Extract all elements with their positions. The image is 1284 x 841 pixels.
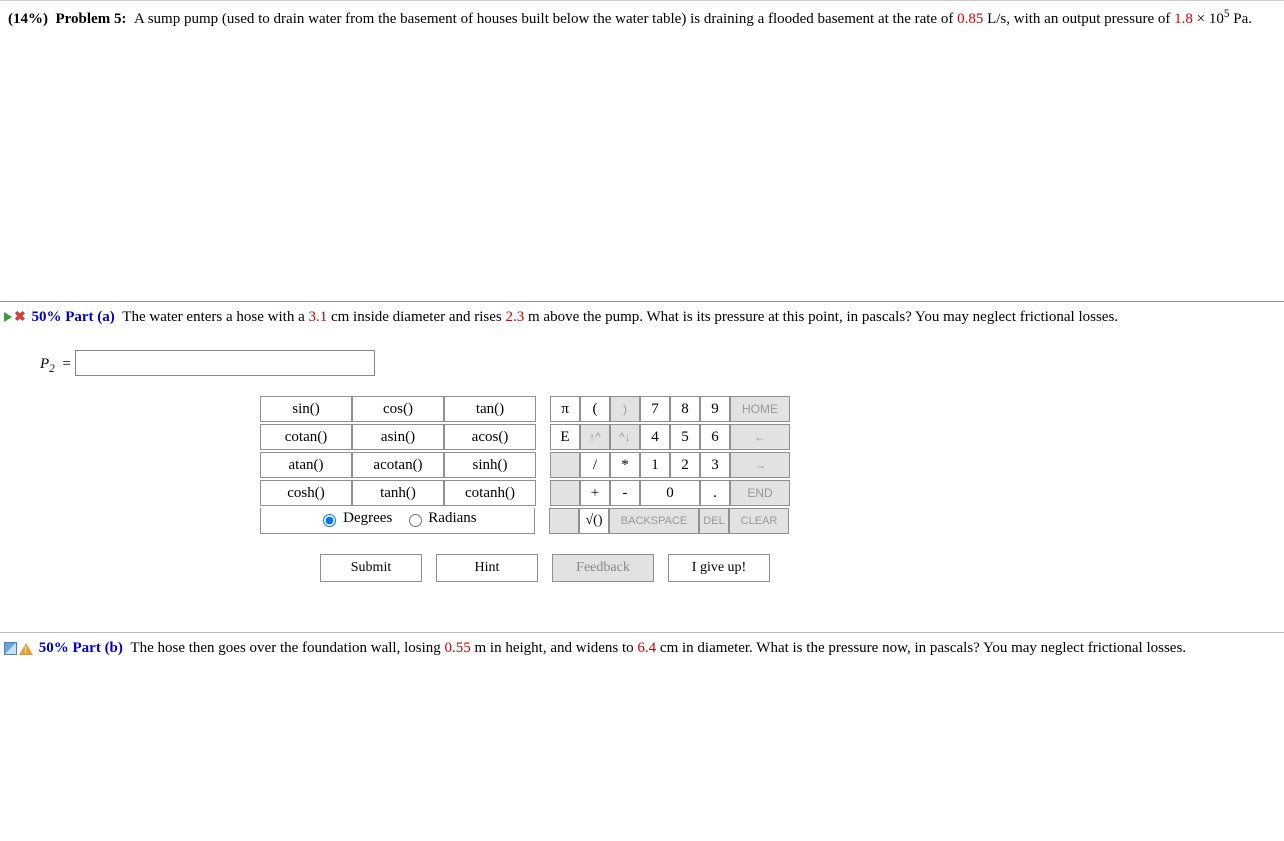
fn-cos[interactable]: cos() [352,396,444,422]
part-b-percent: 50% [39,640,69,656]
calculator: sin() cos() tan() π ( ) 7 8 9 HOME cotan… [260,396,1284,534]
fn-sin[interactable]: sin() [260,396,352,422]
part-b-label: Part (b) [73,640,123,656]
play-icon [4,312,12,322]
part-a-diam: 3.1 [308,309,327,325]
part-b-drop: 0.55 [445,640,471,656]
key-div[interactable]: / [580,452,610,478]
press-coeff: 1.8 [1174,11,1193,27]
key-7[interactable]: 7 [640,396,670,422]
feedback-button: Feedback [552,554,654,582]
key-down: ^↓ [610,424,640,450]
key-blank1 [550,452,580,478]
giveup-button[interactable]: I give up! [668,554,770,582]
part-b-text1: The hose then goes over the foundation w… [130,640,444,656]
fn-tan[interactable]: tan() [444,396,536,422]
problem-text2: L/s, with an output pressure of [983,11,1174,27]
key-1[interactable]: 1 [640,452,670,478]
key-up: ↑^ [580,424,610,450]
key-4[interactable]: 4 [640,424,670,450]
part-a-percent: 50% [31,309,61,325]
part-a-text3: m above the pump. What is its pressure a… [524,309,1118,325]
eq-eq: = [63,356,71,372]
key-5[interactable]: 5 [670,424,700,450]
fn-asin[interactable]: asin() [352,424,444,450]
fn-acos[interactable]: acos() [444,424,536,450]
rad-label[interactable]: Radians [404,510,477,526]
fn-tanh[interactable]: tanh() [352,480,444,506]
key-plus[interactable]: + [580,480,610,506]
fn-atan[interactable]: atan() [260,452,352,478]
rate-value: 0.85 [957,11,983,27]
key-blank2 [550,480,580,506]
fn-acotan[interactable]: acotan() [352,452,444,478]
problem-text3: × 10 [1193,11,1224,27]
key-9[interactable]: 9 [700,396,730,422]
key-E[interactable]: E [550,424,580,450]
key-home: HOME [730,396,790,422]
key-6[interactable]: 6 [700,424,730,450]
problem-text4: Pa. [1229,11,1252,27]
fn-cotan[interactable]: cotan() [260,424,352,450]
key-clear: CLEAR [729,508,789,534]
key-right: → [730,452,790,478]
key-8[interactable]: 8 [670,396,700,422]
key-0[interactable]: 0 [640,480,700,506]
square-icon [4,642,17,655]
part-a-section: ✖ 50% Part (a) The water enters a hose w… [0,302,1284,337]
x-icon: ✖ [14,307,26,328]
button-row: Submit Hint Feedback I give up! [320,554,1284,582]
fn-sinh[interactable]: sinh() [444,452,536,478]
degrees-radio[interactable] [323,514,336,527]
problem-header: (14%) Problem 5: A sump pump (used to dr… [0,0,1284,41]
angle-mode-row: Degrees Radians [260,508,535,534]
part-a-text2: cm inside diameter and rises [327,309,505,325]
fn-cosh[interactable]: cosh() [260,480,352,506]
key-lparen[interactable]: ( [580,396,610,422]
key-blank3 [549,508,579,534]
key-del: DEL [699,508,729,534]
key-2[interactable]: 2 [670,452,700,478]
part-a-text1: The water enters a hose with a [122,309,308,325]
radians-radio[interactable] [409,514,422,527]
key-left: ← [730,424,790,450]
submit-button[interactable]: Submit [320,554,422,582]
weight-label: (14%) [8,11,48,27]
key-3[interactable]: 3 [700,452,730,478]
key-rparen: ) [610,396,640,422]
hint-button[interactable]: Hint [436,554,538,582]
key-sqrt[interactable]: √() [579,508,609,534]
key-minus[interactable]: - [610,480,640,506]
equation-row: P2 = [40,350,1284,376]
part-b-text3: cm in diameter. What is the pressure now… [656,640,1186,656]
fn-cotanh[interactable]: cotanh() [444,480,536,506]
warning-icon [19,643,33,655]
key-end: END [730,480,790,506]
key-backspace: BACKSPACE [609,508,699,534]
part-a-label: Part (a) [65,309,115,325]
deg-label[interactable]: Degrees [318,510,392,526]
key-pi[interactable]: π [550,396,580,422]
part-b-diam2: 6.4 [637,640,656,656]
part-b-section: 50% Part (b) The hose then goes over the… [0,632,1284,680]
part-b-text2: m in height, and widens to [471,640,638,656]
key-dot[interactable]: . [700,480,730,506]
eq-var: P [40,356,49,372]
problem-label: Problem 5: [56,11,127,27]
answer-input[interactable] [75,350,375,376]
key-mul[interactable]: * [610,452,640,478]
problem-text1: A sump pump (used to drain water from th… [134,11,957,27]
eq-sub: 2 [49,363,55,375]
part-a-height: 2.3 [506,309,525,325]
